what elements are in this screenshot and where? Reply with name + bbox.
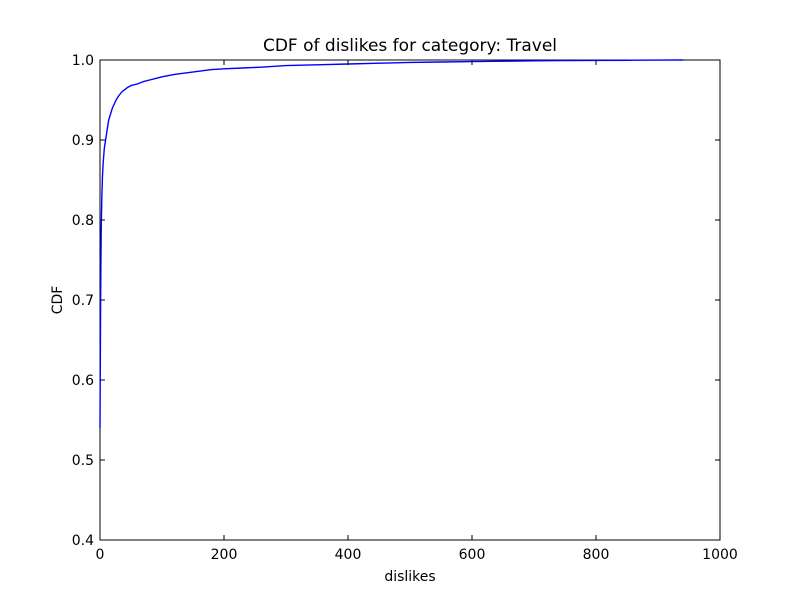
- x-tick-label: 200: [211, 547, 238, 563]
- y-tick-label: 0.4: [72, 533, 94, 549]
- x-axis-label: dislikes: [384, 569, 435, 585]
- plot-area: [99, 59, 721, 541]
- x-tick-label: 600: [459, 547, 486, 563]
- y-tick-label: 1.0: [72, 53, 94, 69]
- y-tick-label: 0.7: [72, 293, 94, 309]
- y-tick-label: 0.5: [72, 453, 94, 469]
- series-layer: [99, 59, 683, 429]
- x-tick-label: 800: [583, 547, 610, 563]
- y-tick-label: 0.9: [72, 133, 94, 149]
- y-tick-label: 0.6: [72, 373, 94, 389]
- y-axis-label: CDF: [50, 286, 66, 315]
- chart-title: CDF of dislikes for category: Travel: [263, 36, 557, 56]
- x-tick-label: 1000: [702, 547, 738, 563]
- x-tick-label: 0: [96, 547, 105, 563]
- tick-layer: 0 200 400 600 800 1000 0.4 0.5 0.6 0.7 0.8 0.9 1.0: [72, 53, 738, 563]
- x-tick-label: 400: [335, 547, 362, 563]
- cdf-line-0: [99, 59, 683, 429]
- y-tick-label: 0.8: [72, 213, 94, 229]
